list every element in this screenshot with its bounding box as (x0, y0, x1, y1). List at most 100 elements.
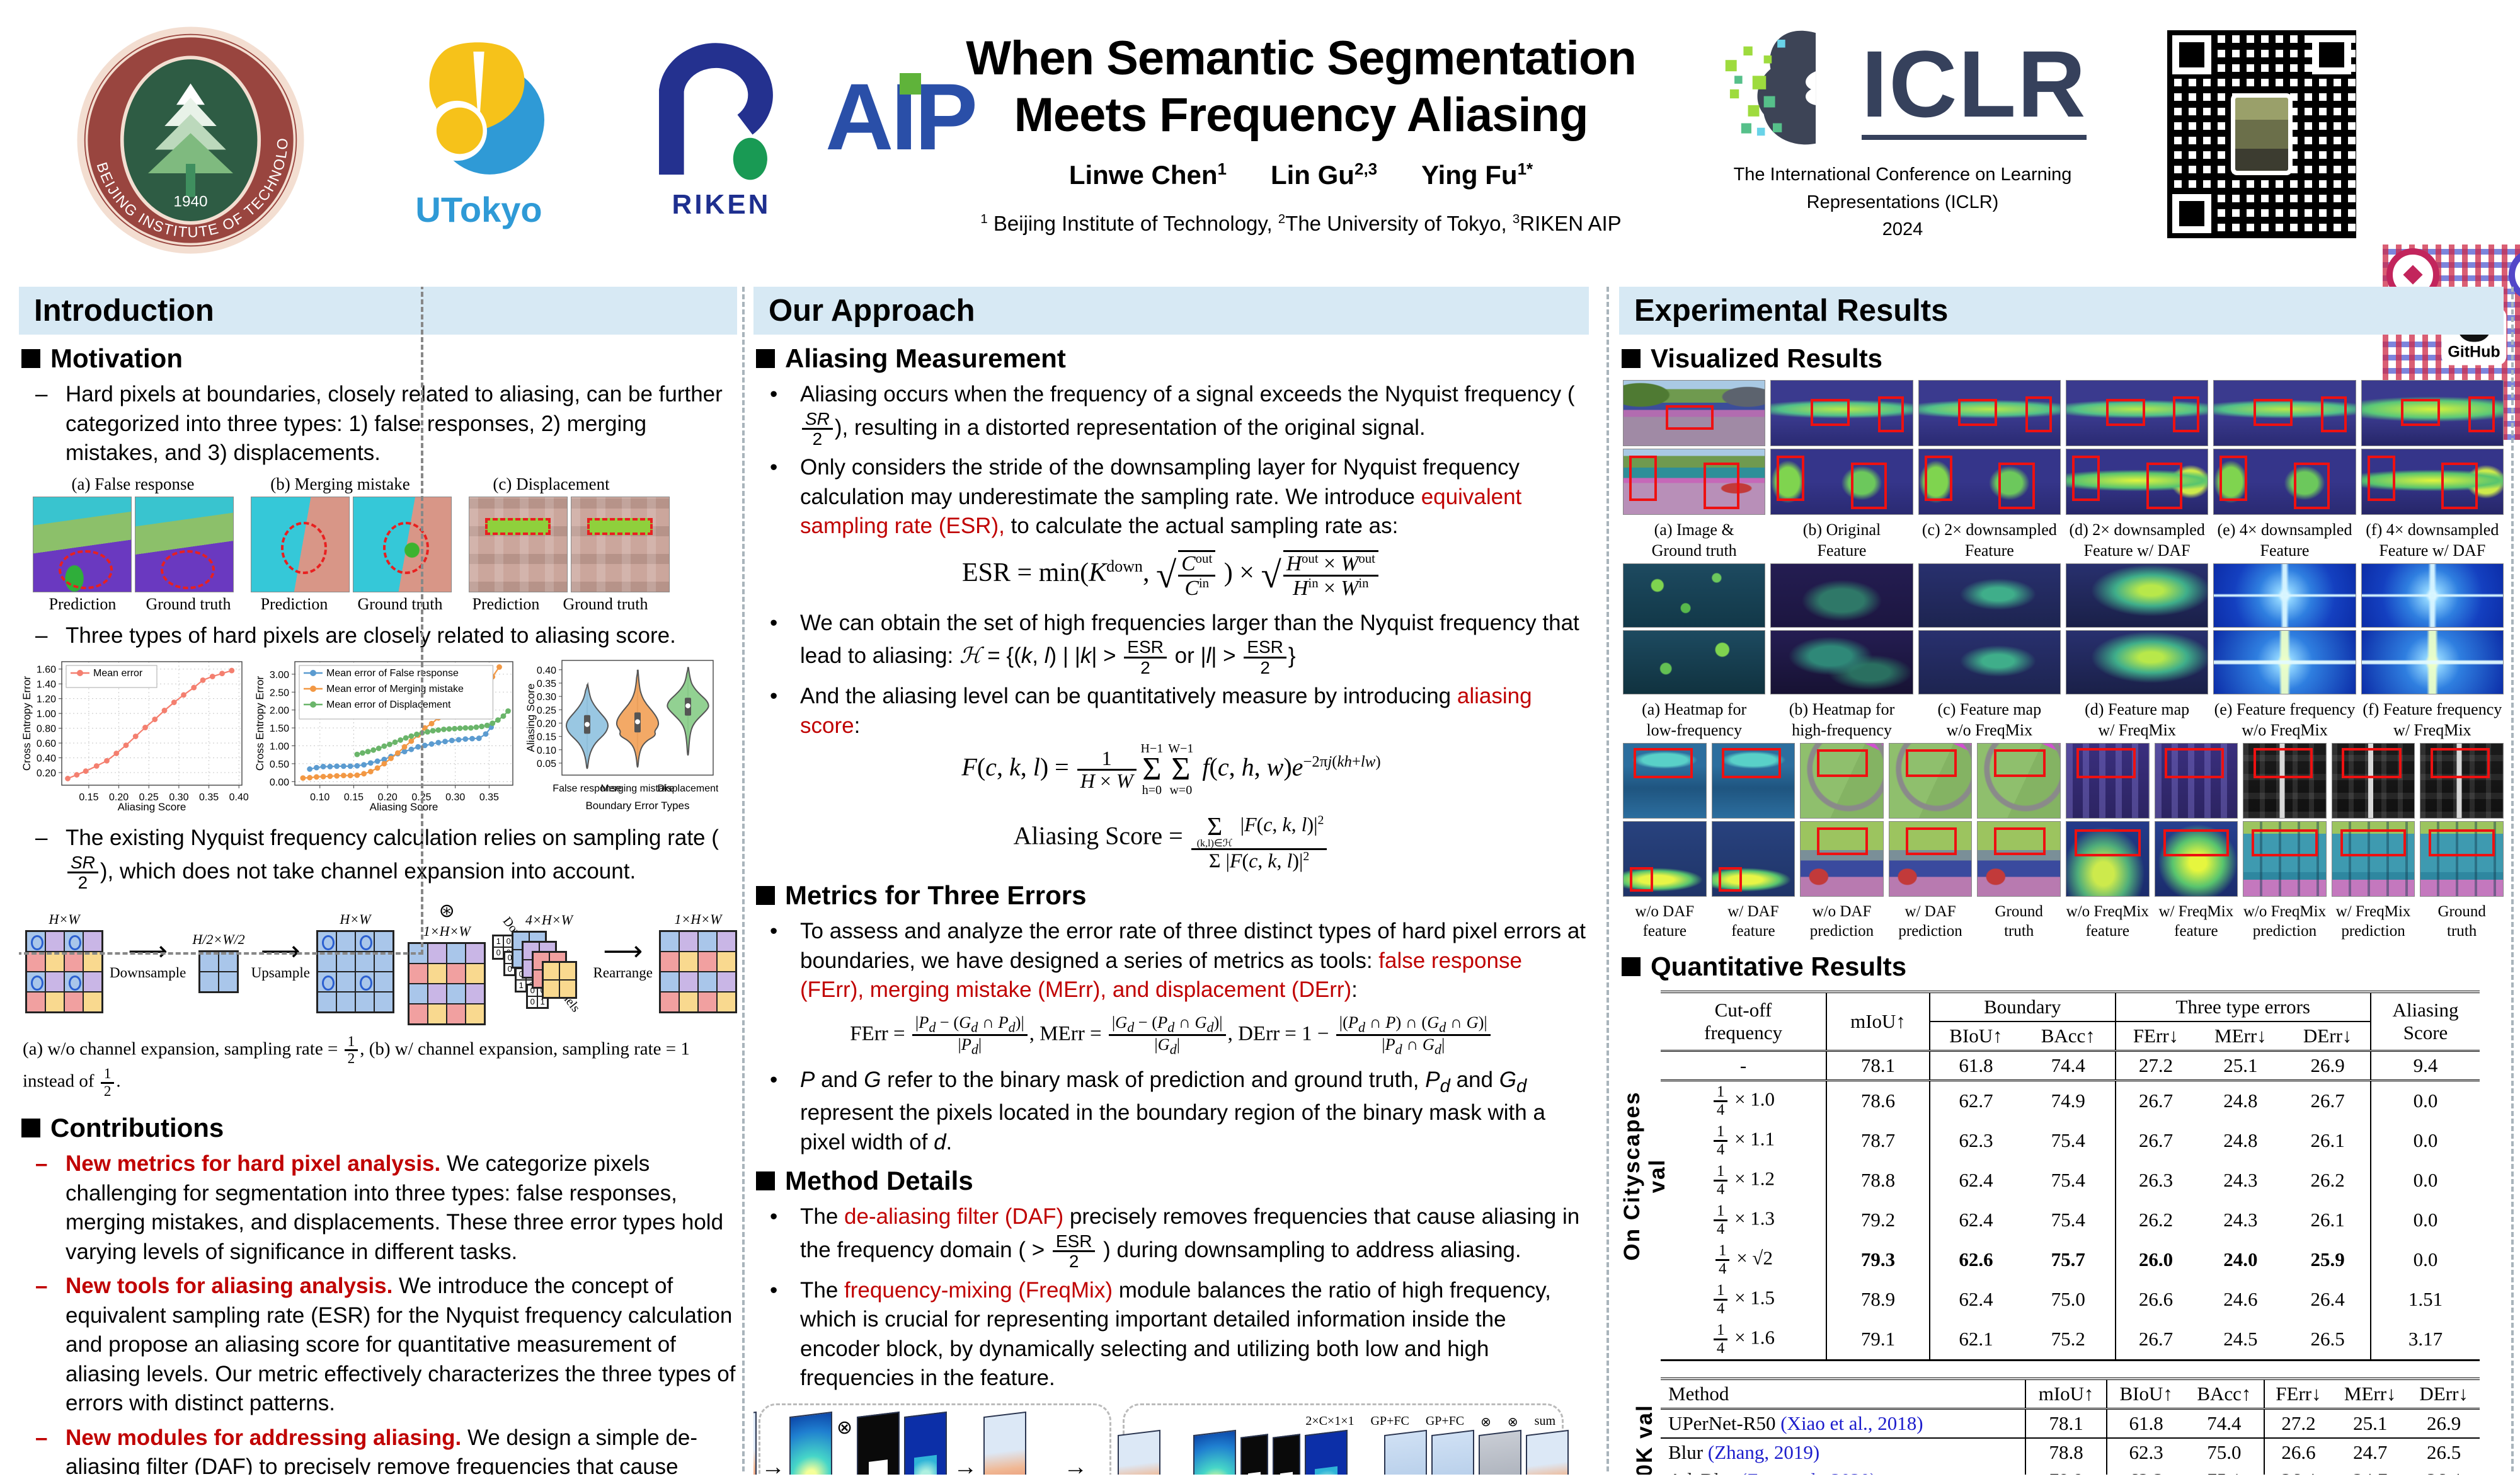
qr-finder-icon (2509, 248, 2520, 301)
bit-logo: 1940 BEIJING INSTITUTE OF TECHNOLOGY (66, 9, 309, 262)
viz-thumbnail (2065, 630, 2209, 694)
svg-text:1940: 1940 (173, 193, 207, 210)
approach-panel-title: Our Approach (753, 287, 1589, 335)
viz-thumbnail (1623, 743, 1707, 819)
output-feature-slab-icon (1526, 1429, 1569, 1475)
sampling-rate-diagram: H×W⟶DownsampleH/2×W/2⟶UpsampleH×W⊛1×H×WD… (25, 900, 737, 1025)
metrics-bullet-2: P and G refer to the binary mask of pred… (800, 1067, 1545, 1154)
results-column: Experimental Results Visualized Results … (1619, 287, 2504, 1475)
gpfc-label: GP+FC (1370, 1413, 1409, 1428)
aliasing-measurement-heading: Aliasing Measurement (785, 343, 1066, 373)
daf-visualization-row (1623, 449, 2504, 515)
viz-caption: (e) 4× downsampled Feature (2217, 521, 2352, 560)
viz-caption: w/ DAF prediction (1898, 903, 1962, 940)
freqmix-dim-label: 2×C×1×1 (1305, 1413, 1354, 1428)
feature-slab-icon (1431, 1429, 1475, 1475)
metrics-bullet-1: To assess and analyze the error rate of … (800, 919, 1586, 1003)
viz-caption: (e) Feature frequency w/o FreqMix (2214, 700, 2356, 739)
viz-thumbnail (2065, 743, 2150, 819)
contribution-item-2: New tools for aliasing analysis. We intr… (66, 1274, 736, 1416)
viz-thumbnail (2213, 380, 2356, 446)
method-comparison-table: Method mIoU↑ BIoU↑ BAcc↑ FErr↓ MErr↓ DErr↓ UPer… (1661, 1377, 2480, 1475)
cutoff-frequency-table: Cut-off frequency mIoU↑ Boundary Three ty… (1661, 990, 2480, 1361)
qr-finder-icon (2172, 35, 2211, 74)
contributions-list: – New metrics for hard pixel analysis. We… (19, 1149, 737, 1475)
svg-text:0.20: 0.20 (537, 719, 556, 730)
ade20k-table-block: On ADE20K val MethodmIoU↑BIoU↑BAcc↑FErr↓… (1624, 1377, 2504, 1475)
feature-slab-icon (1117, 1429, 1160, 1475)
esr-formula: ESR = min(Kdown, √ Cout Cin ) × √ Hout × Wo… (753, 550, 1589, 600)
viz-caption: (a) Heatmap for low-frequency (1642, 700, 1747, 739)
svg-text:Merging mistake: Merging mistake (600, 783, 674, 794)
aliasing-bullet-1: Aliasing occurs when the frequency of a … (800, 382, 1575, 449)
viz-thumbnail (1800, 821, 1884, 897)
viz-caption: w/o DAF feature (1635, 903, 1695, 940)
contributions-heading: Contributions (50, 1112, 224, 1142)
viz-thumbnail (1977, 743, 2061, 819)
gpfc-label: GP+FC (1425, 1413, 1465, 1428)
viz-thumbnail (2361, 449, 2504, 515)
method-bullet-2: The frequency-mixing (FreqMix) module ba… (800, 1277, 1551, 1391)
iclr-wordmark: ICLR (1861, 37, 2087, 140)
viz-thumbnail (2361, 563, 2504, 628)
column-separator (1606, 287, 1609, 1471)
quantitative-results-heading: Quantitative Results (1651, 951, 1907, 981)
svg-text:0.30: 0.30 (537, 692, 556, 703)
viz-caption: w/ DAF feature (1727, 903, 1779, 940)
viz-thumbnail (2213, 630, 2356, 694)
viz-thumbnail (2065, 821, 2150, 897)
svg-text:Aliasing Score: Aliasing Score (525, 684, 537, 752)
viz-thumbnail (1711, 821, 1796, 897)
github-label: GitHub (2448, 343, 2500, 361)
viz-thumbnail (1770, 563, 1913, 628)
authors-line: Linwe Chen1 Lin Gu2,3 Ying Fu1* (1068, 159, 1533, 190)
multiply-icon: ⊗ (837, 1417, 853, 1439)
feature-slab-icon (1384, 1429, 1428, 1475)
viz-caption: (c) Feature map w/o FreqMix (1937, 700, 2042, 739)
method-details-heading: Method Details (785, 1166, 973, 1196)
viz-thumbnail (1977, 821, 2061, 897)
qr-finder-icon (2172, 194, 2211, 233)
viz-caption: w/ FreqMix feature (2158, 903, 2234, 940)
viz-caption: (d) Feature map w/ FreqMix (2085, 700, 2190, 739)
contribution-item-3: New modules for addressing aliasing. We … (66, 1425, 698, 1475)
viz-thumbnail (2361, 380, 2504, 446)
viz-thumbnail (1888, 821, 1973, 897)
svg-text:Boundary Error Types: Boundary Error Types (585, 800, 689, 812)
filtered-spectrum-slab-icon (904, 1411, 948, 1475)
svg-text:0.35: 0.35 (479, 792, 499, 803)
prediction-comparison-row (1623, 821, 2504, 897)
qr-finder-icon (2312, 35, 2351, 74)
metrics-heading: Metrics for Three Errors (785, 880, 1087, 911)
prediction-comparison-row (1623, 743, 2504, 819)
viz-caption: w/o DAF prediction (1809, 903, 1874, 940)
freqmix-module-diagram: 2×C×1×1 GP+FC GP+FC ⊗ ⊗ sum →FFT →iFFT (1117, 1403, 1569, 1475)
viz-caption: w/o FreqMix feature (2066, 903, 2149, 940)
utokyo-label: UTokyo (415, 190, 542, 229)
viz-thumbnail (2331, 743, 2415, 819)
spectrum-slab-icon (1193, 1429, 1236, 1475)
aip-logo: AIP (825, 69, 978, 164)
svg-text:False response: False response (553, 783, 621, 794)
viz-thumbnail (1623, 630, 1766, 694)
poster-title-line1: When Semantic Segmentation (966, 32, 1637, 85)
qr-center-photo (2231, 93, 2293, 175)
viz-thumbnail (1918, 630, 2061, 694)
riken-logo: RIKEN (617, 35, 825, 221)
svg-text:0.15: 0.15 (537, 732, 556, 743)
viz-thumbnail (1918, 563, 2061, 628)
svg-text:0.40: 0.40 (537, 665, 556, 676)
contribution-item-1: New metrics for hard pixel analysis. We … (66, 1151, 724, 1264)
freqmix-heatmap-row (1623, 563, 2504, 628)
column-separator (2511, 287, 2514, 1471)
attention-slab-icon (1479, 1429, 1522, 1475)
viz-thumbnail (1623, 449, 1766, 515)
aip-green-accent-icon (900, 73, 921, 95)
svg-text:0.35: 0.35 (537, 679, 556, 689)
viz-thumbnail (1623, 563, 1766, 628)
bullet-square-icon (1622, 349, 1641, 368)
viz-thumbnail (2420, 821, 2504, 897)
